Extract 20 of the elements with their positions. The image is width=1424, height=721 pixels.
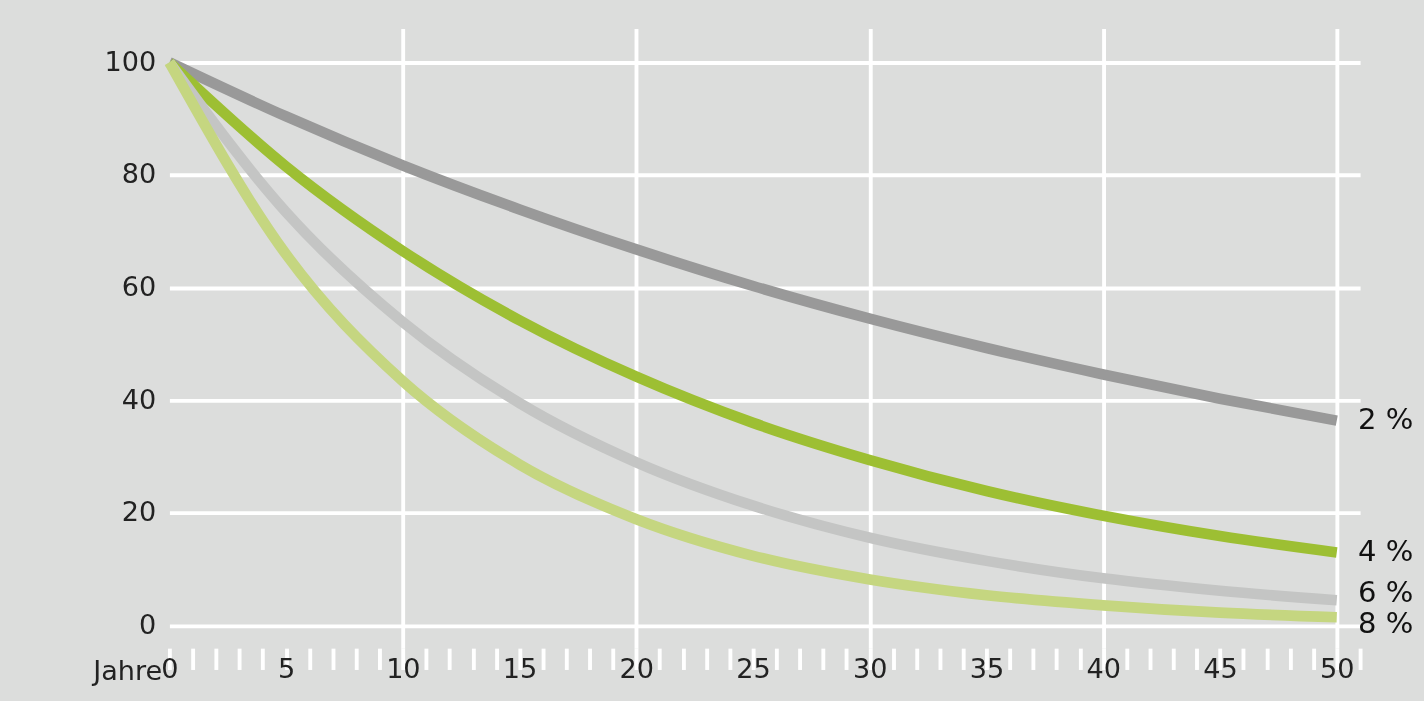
x-tick-label: 45 — [1203, 652, 1238, 684]
y-tick-label: 80 — [121, 158, 157, 190]
series-label: 4 % — [1358, 534, 1414, 569]
y-tick-label: 100 — [104, 45, 157, 77]
x-tick-label: 35 — [969, 652, 1005, 684]
x-tick-label: 0 — [161, 652, 179, 684]
x-tick-label: 25 — [736, 652, 771, 684]
y-tick-label: 60 — [121, 270, 157, 302]
x-tick-label: 40 — [1086, 652, 1122, 684]
x-tick-label: 20 — [619, 652, 655, 684]
x-tick-label: 30 — [853, 652, 888, 684]
x-axis-title: Jahre — [91, 654, 163, 686]
x-tick-label: 10 — [386, 652, 421, 684]
y-tick-label: 0 — [139, 608, 157, 640]
x-tick-label: 15 — [502, 652, 538, 684]
y-tick-label: 40 — [121, 383, 157, 415]
x-tick-label: 5 — [278, 652, 296, 684]
x-tick-label: 50 — [1320, 652, 1355, 684]
series-label: 2 % — [1358, 402, 1414, 437]
y-tick-label: 20 — [121, 496, 157, 528]
